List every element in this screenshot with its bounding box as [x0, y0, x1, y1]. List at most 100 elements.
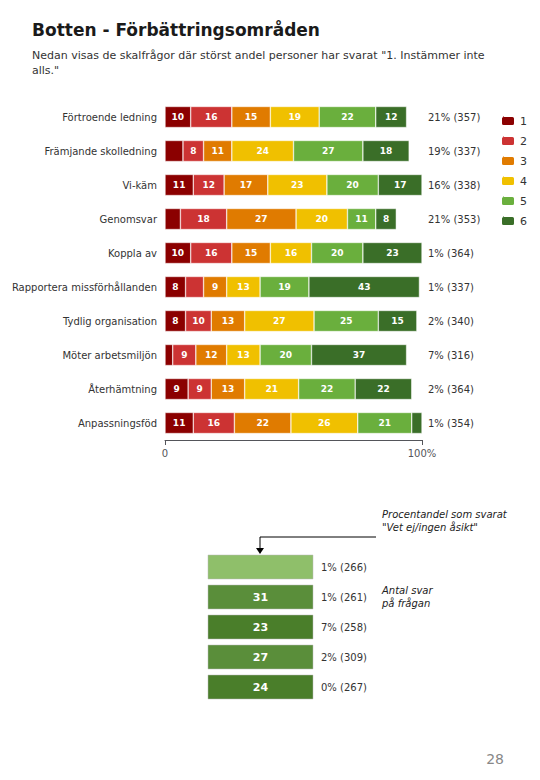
svg-text:16% (338): 16% (338) [428, 180, 480, 191]
svg-text:Rapportera missförhållanden: Rapportera missförhållanden [12, 281, 157, 293]
svg-text:17: 17 [394, 180, 407, 190]
svg-text:Antal svar: Antal svar [381, 585, 433, 596]
svg-text:31: 31 [253, 591, 268, 604]
svg-text:22: 22 [321, 384, 334, 394]
svg-text:20: 20 [346, 180, 359, 190]
svg-text:13: 13 [237, 350, 250, 360]
svg-text:Genomsvar: Genomsvar [100, 214, 158, 225]
svg-text:23: 23 [386, 248, 399, 258]
svg-text:9: 9 [212, 282, 218, 292]
svg-text:2% (364): 2% (364) [428, 384, 474, 395]
svg-text:20: 20 [280, 350, 293, 360]
svg-text:11: 11 [173, 418, 186, 428]
svg-text:Främjande skolledning: Främjande skolledning [44, 146, 157, 157]
svg-text:16: 16 [205, 112, 218, 122]
svg-text:24: 24 [253, 681, 269, 694]
svg-text:20: 20 [316, 214, 329, 224]
svg-text:22: 22 [377, 384, 390, 394]
svg-text:21% (357): 21% (357) [428, 112, 480, 123]
svg-text:16: 16 [285, 248, 298, 258]
svg-text:22: 22 [341, 112, 354, 122]
svg-text:16: 16 [205, 248, 218, 258]
svg-text:10: 10 [172, 248, 185, 258]
svg-text:alls.": alls." [32, 64, 59, 77]
svg-text:Tydlig organisation: Tydlig organisation [62, 316, 157, 327]
svg-text:15: 15 [391, 316, 404, 326]
svg-text:19: 19 [278, 282, 291, 292]
svg-text:10: 10 [172, 112, 185, 122]
svg-text:8: 8 [172, 282, 178, 292]
svg-text:25: 25 [340, 316, 353, 326]
svg-text:Koppla av: Koppla av [108, 248, 157, 259]
svg-text:11: 11 [355, 214, 368, 224]
svg-text:8: 8 [172, 316, 178, 326]
svg-text:Möter arbetsmiljön: Möter arbetsmiljön [62, 350, 157, 361]
svg-text:1: 1 [520, 115, 527, 128]
svg-text:1% (266): 1% (266) [321, 562, 367, 573]
svg-text:21: 21 [265, 384, 278, 394]
svg-text:Vi-käm: Vi-käm [123, 180, 158, 191]
svg-text:7% (258): 7% (258) [321, 622, 367, 633]
svg-text:19: 19 [289, 112, 302, 122]
svg-text:24: 24 [256, 146, 269, 156]
svg-text:23: 23 [291, 180, 304, 190]
svg-text:11: 11 [173, 180, 186, 190]
svg-text:på frågan: på frågan [381, 597, 430, 609]
svg-text:20: 20 [331, 248, 344, 258]
svg-text:18: 18 [197, 214, 210, 224]
svg-text:8: 8 [190, 146, 196, 156]
svg-text:10: 10 [192, 316, 205, 326]
svg-text:Procentandel som svarat: Procentandel som svarat [382, 509, 508, 520]
svg-text:13: 13 [222, 384, 235, 394]
svg-text:27: 27 [253, 651, 268, 664]
svg-text:13: 13 [222, 316, 235, 326]
svg-text:9: 9 [173, 384, 179, 394]
svg-text:22: 22 [256, 418, 269, 428]
svg-text:11: 11 [211, 146, 224, 156]
svg-text:Anpassningsföd: Anpassningsföd [78, 418, 157, 429]
svg-text:Återhämtning: Återhämtning [88, 383, 157, 395]
svg-text:3: 3 [520, 155, 527, 168]
svg-text:27: 27 [273, 316, 286, 326]
svg-text:Botten - Förbättringsområden: Botten - Förbättringsområden [32, 19, 320, 40]
svg-text:1% (337): 1% (337) [428, 282, 474, 293]
svg-text:9: 9 [197, 384, 203, 394]
svg-text:27: 27 [255, 214, 268, 224]
svg-text:2% (340): 2% (340) [428, 316, 474, 327]
svg-text:7% (316): 7% (316) [428, 350, 474, 361]
svg-text:1% (354): 1% (354) [428, 418, 474, 429]
svg-text:0: 0 [162, 448, 168, 459]
svg-text:2: 2 [520, 135, 527, 148]
svg-text:21% (353): 21% (353) [428, 214, 480, 225]
svg-text:5: 5 [520, 195, 527, 208]
svg-text:19% (337): 19% (337) [428, 146, 480, 157]
svg-text:Förtroende ledning: Förtroende ledning [62, 112, 157, 123]
svg-text:15: 15 [245, 112, 258, 122]
svg-text:12: 12 [205, 350, 218, 360]
svg-text:21: 21 [378, 418, 391, 428]
svg-text:12: 12 [202, 180, 215, 190]
svg-text:26: 26 [318, 418, 331, 428]
svg-text:4: 4 [520, 175, 527, 188]
svg-text:2% (309): 2% (309) [321, 652, 367, 663]
svg-text:23: 23 [253, 621, 268, 634]
svg-text:18: 18 [380, 146, 393, 156]
svg-text:27: 27 [322, 146, 335, 156]
svg-text:100%: 100% [408, 448, 437, 459]
svg-text:12: 12 [385, 112, 398, 122]
svg-text:0% (267): 0% (267) [321, 682, 367, 693]
svg-text:16: 16 [208, 418, 221, 428]
svg-text:6: 6 [520, 215, 527, 228]
svg-text:8: 8 [383, 214, 389, 224]
svg-text:"Vet ej/ingen åsikt": "Vet ej/ingen åsikt" [382, 521, 478, 533]
svg-text:17: 17 [240, 180, 253, 190]
svg-text:37: 37 [353, 350, 366, 360]
svg-text:Nedan visas de skalfrågor där: Nedan visas de skalfrågor där störst and… [32, 49, 485, 62]
svg-text:43: 43 [358, 282, 371, 292]
svg-text:28: 28 [486, 751, 504, 767]
svg-text:9: 9 [181, 350, 187, 360]
svg-text:1% (364): 1% (364) [428, 248, 474, 259]
svg-text:15: 15 [245, 248, 258, 258]
svg-text:13: 13 [237, 282, 250, 292]
svg-text:1% (261): 1% (261) [321, 592, 367, 603]
